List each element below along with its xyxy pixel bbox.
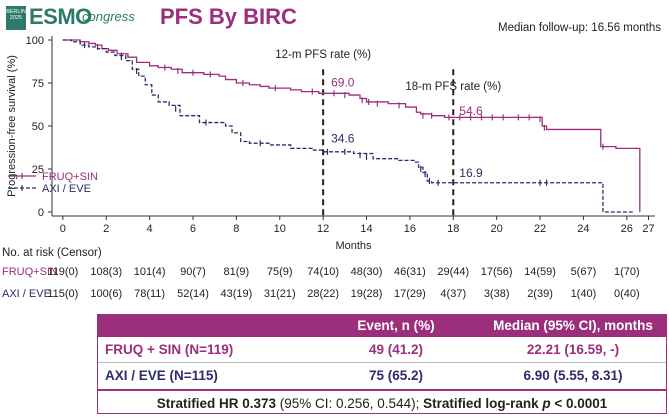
logo-badge: BERLIN 2025 [6, 6, 26, 30]
risk-value-1-3: 52(14) [177, 288, 209, 300]
legend-label-0: FRUQ+SIN [42, 171, 98, 183]
summary-header-median: Median (95% CI), months [479, 314, 667, 337]
risk-value-1-12: 1(40) [571, 288, 597, 300]
risk-value-1-1: 100(6) [90, 288, 122, 300]
risk-value-0-12: 5(67) [571, 266, 597, 278]
annotation-0: 69.0 [331, 75, 355, 89]
p-symbol: p [542, 396, 551, 411]
x-tick-label-6: 6 [190, 223, 196, 235]
series-line-1 [62, 39, 634, 213]
legend-label-1: AXI / EVE [42, 183, 91, 195]
risk-value-1-6: 28(22) [307, 288, 339, 300]
hr-value: Stratified HR 0.373 [156, 396, 276, 411]
logo-badge-line1: BERLIN [6, 9, 26, 15]
x-tick-label-26: 26 [621, 223, 633, 235]
x-tick-label-24: 24 [577, 223, 589, 235]
risk-value-0-6: 74(10) [307, 266, 339, 278]
risk-value-1-10: 3(38) [484, 288, 510, 300]
summary-header-row: Event, n (%) Median (95% CI), months [97, 314, 667, 337]
summary-event-axi: 75 (65.2) [313, 362, 479, 388]
annotation-3: 16.9 [459, 166, 483, 180]
risk-value-1-8: 17(29) [394, 288, 426, 300]
x-tick-label-4: 4 [147, 223, 153, 235]
risk-value-0-9: 29(44) [437, 266, 469, 278]
x-tick-label-20: 20 [491, 223, 503, 235]
risk-value-0-3: 90(7) [180, 266, 206, 278]
risk-value-1-5: 31(21) [264, 288, 296, 300]
y-tick-label-50: 50 [32, 121, 44, 133]
summary-arm-axi: AXI / EVE (N=115) [97, 362, 313, 388]
summary-event-fruq: 49 (41.2) [313, 337, 479, 363]
y-tick-label-100: 100 [26, 35, 44, 47]
risk-value-1-0: 115(0) [47, 288, 78, 300]
x-tick-label-2: 2 [103, 223, 109, 235]
summary-header-arm [97, 314, 313, 337]
annotation-1: 34.6 [331, 131, 355, 145]
vline-label-12: 12-m PFS rate (%) [275, 49, 371, 61]
risk-heading: No. at risk (Censor) [2, 247, 102, 259]
slide-title: PFS By BIRC [160, 4, 297, 29]
x-tick-label-16: 16 [404, 223, 416, 235]
risk-value-0-5: 75(9) [267, 266, 293, 278]
x-tick-label-8: 8 [233, 223, 239, 235]
risk-value-1-11: 2(39) [527, 288, 553, 300]
summary-row-axi: AXI / EVE (N=115) 75 (65.2) 6.90 (5.55, … [97, 362, 667, 388]
annotation-2: 54.6 [459, 104, 483, 118]
summary-row-fruq: FRUQ + SIN (N=119) 49 (41.2) 22.21 (16.5… [97, 337, 667, 363]
risk-value-1-2: 78(11) [134, 288, 165, 300]
x-tick-label-0: 0 [60, 223, 66, 235]
risk-value-0-4: 81(9) [224, 266, 250, 278]
series-line-0 [62, 39, 641, 212]
risk-row-label-0: FRUQ+SIN [2, 266, 58, 278]
logo-badge-line2: 2025 [9, 15, 23, 21]
risk-value-1-4: 43(19) [220, 288, 252, 300]
summary-median-axi: 6.90 (5.55, 8.31) [479, 362, 667, 388]
summary-median-fruq: 22.21 (16.59, -) [479, 337, 667, 363]
y-tick-label-25: 25 [32, 164, 44, 176]
summary-header-event: Event, n (%) [313, 314, 479, 337]
logo-subtitle: congress [82, 9, 135, 24]
risk-value-0-1: 108(3) [90, 266, 122, 278]
logrank-label: Stratified log-rank [423, 396, 543, 411]
x-tick-label-27: 27 [642, 223, 654, 235]
risk-row-label-1: AXI / EVE [2, 288, 51, 300]
risk-value-1-9: 4(37) [440, 288, 466, 300]
risk-value-0-11: 14(59) [524, 266, 556, 278]
risk-value-0-13: 1(70) [614, 266, 640, 278]
risk-value-1-7: 19(28) [351, 288, 383, 300]
follow-up-note: Median follow-up: 16.56 months [497, 22, 661, 34]
x-tick-label-22: 22 [534, 223, 546, 235]
p-value: < 0.0001 [550, 396, 608, 411]
logo-wordmark: ESMO [29, 4, 92, 29]
hr-ci: (95% CI: 0.256, 0.544); [276, 396, 424, 411]
vline-label-18: 18-m PFS rate (%) [405, 81, 501, 93]
hazard-ratio-line: Stratified HR 0.373 (95% CI: 0.256, 0.54… [97, 389, 667, 416]
y-axis-title: Progression-free survival (%) [6, 55, 18, 197]
x-axis-title: Months [335, 240, 372, 252]
x-tick-label-10: 10 [274, 223, 286, 235]
risk-value-0-0: 119(0) [47, 266, 78, 278]
risk-value-0-2: 101(4) [134, 266, 166, 278]
risk-value-0-8: 46(31) [394, 266, 426, 278]
x-tick-label-14: 14 [360, 223, 372, 235]
risk-value-1-13: 0(40) [614, 288, 640, 300]
x-tick-label-12: 12 [317, 223, 329, 235]
risk-value-0-10: 17(56) [481, 266, 513, 278]
summary-arm-fruq: FRUQ + SIN (N=119) [97, 337, 313, 363]
y-tick-label-0: 0 [38, 207, 44, 219]
y-tick-label-75: 75 [32, 78, 44, 90]
summary-table: Event, n (%) Median (95% CI), months FRU… [97, 314, 667, 388]
risk-value-0-7: 48(30) [351, 266, 383, 278]
esmo-logo: BERLIN 2025 ESMO congress [6, 4, 146, 30]
x-tick-label-18: 18 [447, 223, 459, 235]
